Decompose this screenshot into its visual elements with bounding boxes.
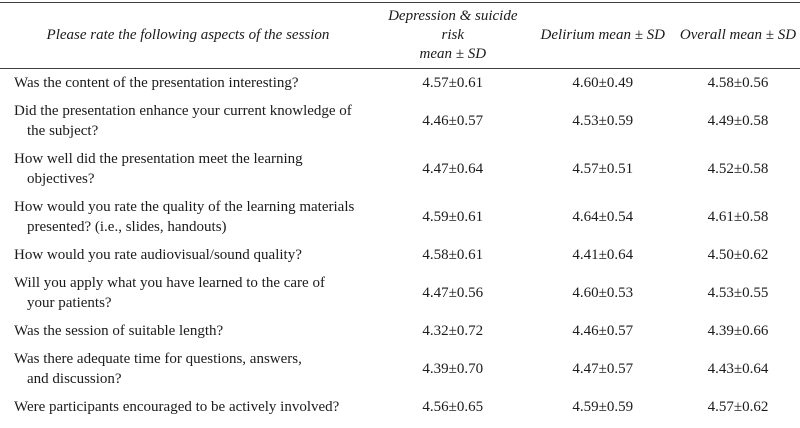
- overall-value-cell: 4.39±0.66: [707, 323, 769, 339]
- overall-value-cell: 4.57±0.62: [707, 399, 769, 415]
- delirium-value-cell: 4.60±0.53: [572, 285, 634, 301]
- overall-value-cell: 4.50±0.62: [707, 247, 769, 263]
- depression-value-cell: 4.47±0.56: [422, 285, 484, 301]
- depression-value-cell: 4.57±0.61: [422, 75, 484, 91]
- overall-value-cell: 4.52±0.58: [707, 161, 769, 177]
- question-cell: How well did the presentation meet the l…: [14, 151, 303, 187]
- table-row: Was there adequate time for questions, a…: [0, 345, 800, 393]
- question-cell: Was there adequate time for questions, a…: [14, 351, 302, 387]
- header-depression-suicide-risk: Depression & suicide risk mean ± SD: [376, 2, 530, 69]
- overall-value-cell: 4.53±0.55: [707, 285, 769, 301]
- table-row: How would you rate the presentation over…: [0, 421, 800, 428]
- depression-value-cell: 4.32±0.72: [422, 323, 484, 339]
- question-cell: Did the presentation enhance your curren…: [14, 103, 352, 139]
- overall-value-cell: 4.63±0.57: [675, 421, 800, 428]
- table-header-row: Please rate the following aspects of the…: [0, 2, 800, 69]
- delirium-value-cell: 4.67±0.50: [529, 421, 676, 428]
- question-cell: Were participants encouraged to be activ…: [14, 399, 340, 415]
- question-cell: How would you rate audiovisual/sound qua…: [14, 247, 302, 263]
- header-delirium: Delirium mean ± SD: [529, 2, 676, 69]
- delirium-value-cell: 4.53±0.59: [572, 113, 634, 129]
- delirium-value-cell: 4.60±0.49: [572, 75, 634, 91]
- depression-value-cell: 4.56±0.65: [422, 399, 484, 415]
- delirium-value-cell: 4.47±0.57: [572, 361, 634, 377]
- table-row: Did the presentation enhance your curren…: [0, 97, 800, 145]
- table-row: How would you rate audiovisual/sound qua…: [0, 241, 800, 269]
- table-row: Was the session of suitable length? 4.32…: [0, 317, 800, 345]
- depression-value-cell: 4.59±0.61: [422, 209, 484, 225]
- table-row: Was the content of the presentation inte…: [0, 69, 800, 98]
- overall-value-cell: 4.49±0.58: [707, 113, 769, 129]
- question-cell: Will you apply what you have learned to …: [14, 275, 325, 311]
- question-cell: Was the session of suitable length?: [14, 323, 224, 339]
- depression-value-cell: 4.58±0.61: [422, 247, 484, 263]
- question-cell: How would you rate the quality of the le…: [14, 199, 355, 235]
- table-row: Were participants encouraged to be activ…: [0, 393, 800, 421]
- question-cell: How would you rate the presentation over…: [0, 421, 376, 428]
- table-row: Will you apply what you have learned to …: [0, 269, 800, 317]
- depression-value-cell: 4.39±0.70: [422, 361, 484, 377]
- table-row: How well did the presentation meet the l…: [0, 145, 800, 193]
- table-row: How would you rate the quality of the le…: [0, 193, 800, 241]
- header-questions: Please rate the following aspects of the…: [0, 2, 376, 69]
- question-cell: Was the content of the presentation inte…: [14, 75, 299, 91]
- overall-value-cell: 4.43±0.64: [707, 361, 769, 377]
- depression-value-cell: 4.59±0.62: [376, 421, 530, 428]
- delirium-value-cell: 4.59±0.59: [572, 399, 634, 415]
- delirium-value-cell: 4.57±0.51: [572, 161, 634, 177]
- depression-value-cell: 4.46±0.57: [422, 113, 484, 129]
- delirium-value-cell: 4.46±0.57: [572, 323, 634, 339]
- header-overall: Overall mean ± SD: [675, 2, 800, 69]
- delirium-value-cell: 4.64±0.54: [572, 209, 634, 225]
- overall-value-cell: 4.58±0.56: [707, 75, 769, 91]
- overall-value-cell: 4.61±0.58: [707, 209, 769, 225]
- depression-value-cell: 4.47±0.64: [422, 161, 484, 177]
- delirium-value-cell: 4.41±0.64: [572, 247, 634, 263]
